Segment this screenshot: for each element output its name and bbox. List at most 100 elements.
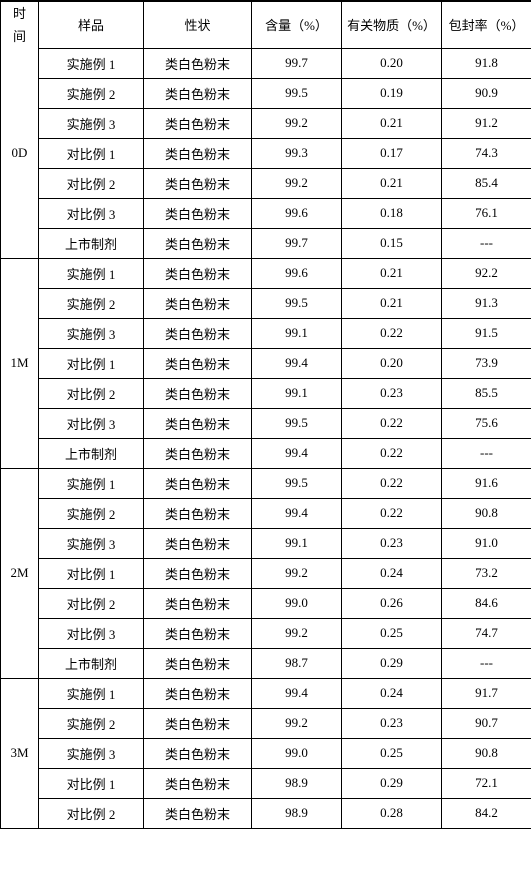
sample-cell: 对比例 3: [39, 618, 144, 648]
content-cell: 99.2: [252, 108, 342, 138]
sample-cell: 实施例 2: [39, 708, 144, 738]
character-cell: 类白色粉末: [144, 378, 252, 408]
impurity-cell: 0.19: [342, 78, 442, 108]
sample-cell: 对比例 2: [39, 588, 144, 618]
time-cell: 0D: [1, 48, 39, 258]
character-cell: 类白色粉末: [144, 108, 252, 138]
table-row: 实施例 3类白色粉末99.00.2590.8: [1, 738, 531, 768]
sample-cell: 实施例 3: [39, 528, 144, 558]
encap-cell: 91.6: [442, 468, 531, 498]
table-row: 对比例 1类白色粉末99.40.2073.9: [1, 348, 531, 378]
col-header-character: 性状: [144, 1, 252, 48]
col-header-time-l1: 时: [1, 6, 38, 23]
content-cell: 99.5: [252, 408, 342, 438]
character-cell: 类白色粉末: [144, 498, 252, 528]
sample-cell: 对比例 2: [39, 378, 144, 408]
table-row: 对比例 1类白色粉末99.30.1774.3: [1, 138, 531, 168]
content-cell: 98.7: [252, 648, 342, 678]
table-row: 对比例 2类白色粉末99.00.2684.6: [1, 588, 531, 618]
character-cell: 类白色粉末: [144, 708, 252, 738]
character-cell: 类白色粉末: [144, 558, 252, 588]
encap-cell: 74.7: [442, 618, 531, 648]
sample-cell: 对比例 1: [39, 768, 144, 798]
content-cell: 99.1: [252, 318, 342, 348]
impurity-cell: 0.21: [342, 258, 442, 288]
impurity-cell: 0.17: [342, 138, 442, 168]
sample-cell: 实施例 1: [39, 678, 144, 708]
encap-cell: 90.7: [442, 708, 531, 738]
content-cell: 99.3: [252, 138, 342, 168]
sample-cell: 实施例 2: [39, 498, 144, 528]
table-row: 对比例 3类白色粉末99.20.2574.7: [1, 618, 531, 648]
encap-cell: 73.2: [442, 558, 531, 588]
character-cell: 类白色粉末: [144, 738, 252, 768]
encap-cell: 73.9: [442, 348, 531, 378]
table-row: 实施例 2类白色粉末99.20.2390.7: [1, 708, 531, 738]
character-cell: 类白色粉末: [144, 678, 252, 708]
col-header-content: 含量（%）: [252, 1, 342, 48]
time-cell: 1M: [1, 258, 39, 468]
impurity-cell: 0.20: [342, 48, 442, 78]
content-cell: 98.9: [252, 768, 342, 798]
data-table: 时 间 样品 性状 含量（%） 有关物质（%） 包封率（%） 0D实施例 1类白…: [0, 0, 531, 829]
impurity-cell: 0.15: [342, 228, 442, 258]
impurity-cell: 0.25: [342, 738, 442, 768]
encap-cell: 90.8: [442, 498, 531, 528]
impurity-cell: 0.23: [342, 528, 442, 558]
table-row: 对比例 2类白色粉末99.10.2385.5: [1, 378, 531, 408]
table-row: 对比例 3类白色粉末99.50.2275.6: [1, 408, 531, 438]
col-header-time-l2: 间: [1, 29, 38, 46]
sample-cell: 上市制剂: [39, 648, 144, 678]
table-row: 上市制剂类白色粉末99.40.22---: [1, 438, 531, 468]
encap-cell: ---: [442, 438, 531, 468]
time-cell: 2M: [1, 468, 39, 678]
sample-cell: 实施例 2: [39, 78, 144, 108]
content-cell: 99.7: [252, 48, 342, 78]
time-cell: 3M: [1, 678, 39, 828]
table-row: 对比例 2类白色粉末99.20.2185.4: [1, 168, 531, 198]
sample-cell: 对比例 1: [39, 138, 144, 168]
character-cell: 类白色粉末: [144, 318, 252, 348]
table-row: 实施例 3类白色粉末99.10.2391.0: [1, 528, 531, 558]
content-cell: 99.5: [252, 78, 342, 108]
sample-cell: 对比例 1: [39, 348, 144, 378]
content-cell: 99.4: [252, 678, 342, 708]
character-cell: 类白色粉末: [144, 228, 252, 258]
encap-cell: 84.6: [442, 588, 531, 618]
impurity-cell: 0.22: [342, 318, 442, 348]
character-cell: 类白色粉末: [144, 528, 252, 558]
content-cell: 99.1: [252, 378, 342, 408]
table-row: 2M实施例 1类白色粉末99.50.2291.6: [1, 468, 531, 498]
sample-cell: 对比例 3: [39, 198, 144, 228]
content-cell: 99.5: [252, 468, 342, 498]
content-cell: 99.0: [252, 738, 342, 768]
table-row: 对比例 1类白色粉末99.20.2473.2: [1, 558, 531, 588]
sample-cell: 上市制剂: [39, 228, 144, 258]
content-cell: 99.6: [252, 198, 342, 228]
sample-cell: 上市制剂: [39, 438, 144, 468]
content-cell: 99.2: [252, 168, 342, 198]
impurity-cell: 0.21: [342, 168, 442, 198]
sample-cell: 对比例 3: [39, 408, 144, 438]
table-row: 对比例 1类白色粉末98.90.2972.1: [1, 768, 531, 798]
impurity-cell: 0.22: [342, 468, 442, 498]
impurity-cell: 0.24: [342, 558, 442, 588]
character-cell: 类白色粉末: [144, 408, 252, 438]
table-row: 1M实施例 1类白色粉末99.60.2192.2: [1, 258, 531, 288]
col-header-encap: 包封率（%）: [442, 1, 531, 48]
content-cell: 98.9: [252, 798, 342, 828]
encap-cell: 91.7: [442, 678, 531, 708]
table-row: 上市制剂类白色粉末98.70.29---: [1, 648, 531, 678]
content-cell: 99.4: [252, 438, 342, 468]
impurity-cell: 0.20: [342, 348, 442, 378]
col-header-time: 时 间: [1, 1, 39, 48]
encap-cell: 72.1: [442, 768, 531, 798]
character-cell: 类白色粉末: [144, 648, 252, 678]
sample-cell: 实施例 1: [39, 48, 144, 78]
content-cell: 99.1: [252, 528, 342, 558]
sample-cell: 实施例 2: [39, 288, 144, 318]
sample-cell: 实施例 3: [39, 318, 144, 348]
table-row: 实施例 3类白色粉末99.10.2291.5: [1, 318, 531, 348]
encap-cell: 91.5: [442, 318, 531, 348]
character-cell: 类白色粉末: [144, 618, 252, 648]
